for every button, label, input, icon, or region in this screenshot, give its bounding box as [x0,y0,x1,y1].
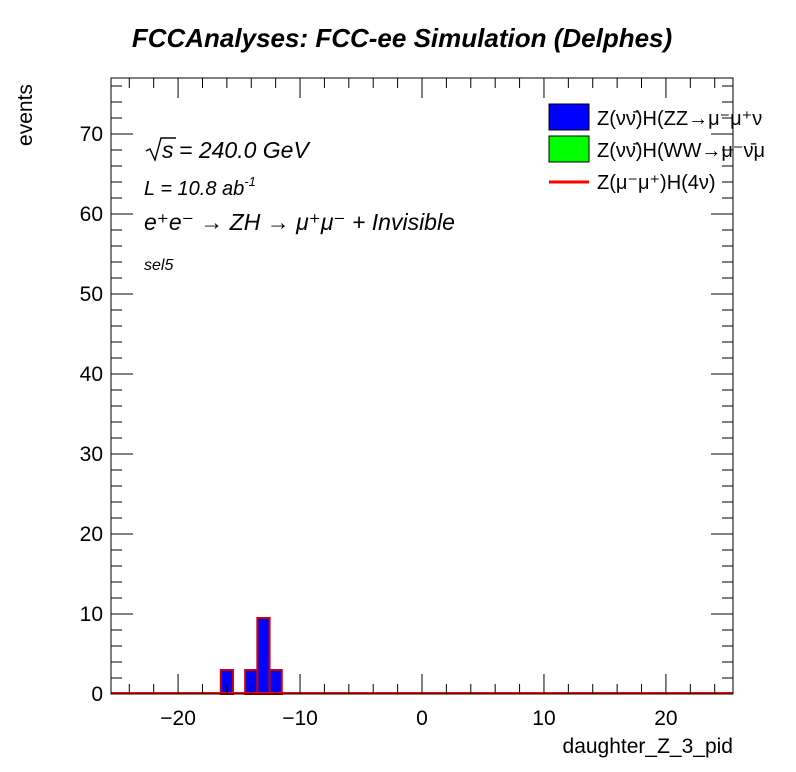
legend-label: Z(μ⁻μ⁺)H(4ν) [597,172,716,194]
y-tick-label: 70 [80,123,103,146]
sqrt-symbol [145,137,176,163]
plot-area: 0 10 20 30 40 50 60 70 −20 −10 0 10 20 [80,77,734,730]
legend-swatch [548,103,590,131]
y-tick-label: 60 [80,203,103,226]
annotation-block: s = 240.0 GeV L = 10.8 ab-1 e⁺e⁻ → ZH → … [144,137,455,274]
legend-label: Z(νν̄)H(ZZ→μ⁻μ⁺ν [597,108,762,130]
y-axis-label: events [14,84,37,146]
legend-swatch [548,135,590,163]
x-tick-label: −20 [160,707,196,730]
x-tick-label: −10 [282,707,318,730]
x-axis-label: daughter_Z_3_pid [563,735,733,758]
legend: Z(νν̄)H(ZZ→μ⁻μ⁺ν Z(νν̄)H(WW→μ⁻ν̄μ Z(μ⁻μ⁺)H… [548,103,765,194]
histogram-bar [256,617,271,695]
y-tick-label: 50 [80,283,103,306]
luminosity-annotation: L = 10.8 ab-1 [144,174,256,200]
x-tick-label: 10 [532,707,555,730]
y-tick-label: 30 [80,443,103,466]
y-tick-label: 10 [80,603,103,626]
sqrt-s-value: = 240.0 GeV [179,137,311,163]
legend-label: Z(νν̄)H(WW→μ⁻ν̄μ [597,140,765,162]
y-tick-label: 40 [80,363,103,386]
plot-frame [110,77,734,695]
selection-annotation: sel5 [144,257,173,274]
y-tick-label: 0 [91,683,103,706]
chart-title: FCCAnalyses: FCC-ee Simulation (Delphes) [132,23,672,53]
y-tick-label: 20 [80,523,103,546]
x-tick-label: 0 [416,707,428,730]
sqrt-s-variable: s [162,137,174,163]
sqrt-s-annotation: s = 240.0 GeV [145,137,311,163]
x-tick-label: 20 [654,707,677,730]
process-annotation: e⁺e⁻ → ZH → μ⁺μ⁻ + Invisible [144,209,455,235]
